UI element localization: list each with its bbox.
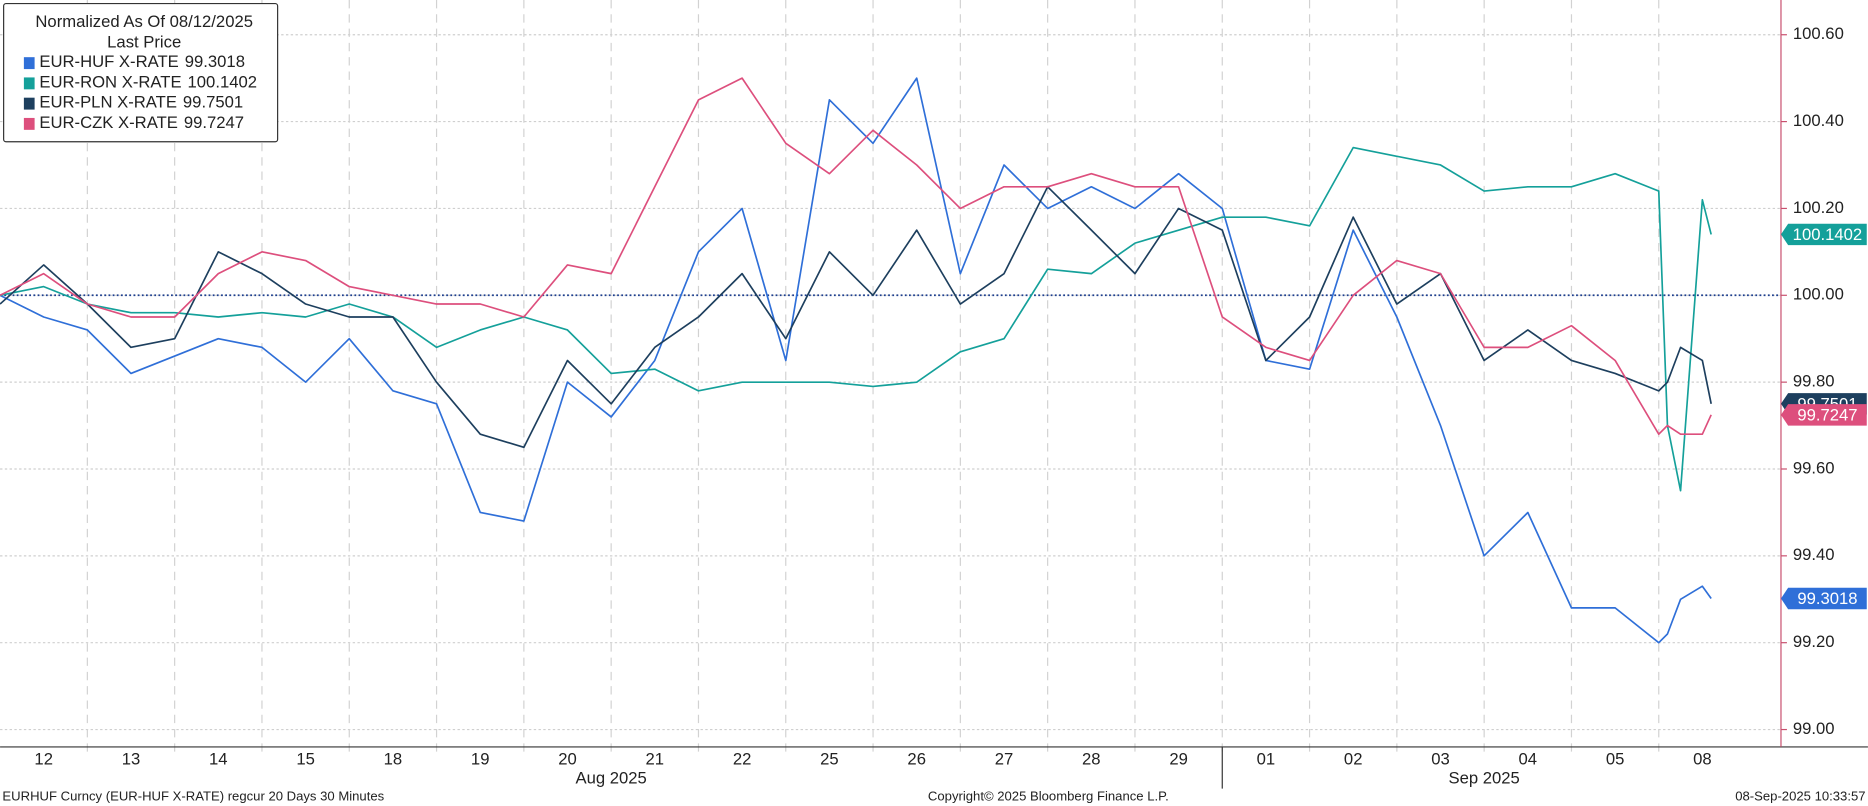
legend-entry: EUR-PLN X-RATE 99.7501 xyxy=(39,93,243,112)
last-value-tag xyxy=(1780,404,1867,426)
legend-entry: EUR-HUF X-RATE 99.3018 xyxy=(39,53,245,72)
legend-swatch xyxy=(23,57,35,70)
legend-entry: EUR-CZK X-RATE 99.7247 xyxy=(39,113,244,132)
x-tick-label: 13 xyxy=(122,749,141,768)
legend-entry: EUR-RON X-RATE 100.1402 xyxy=(39,73,257,92)
legend-box xyxy=(3,2,279,143)
y-tick-label: 100.20 xyxy=(1793,198,1844,217)
y-tick-label: 99.40 xyxy=(1793,545,1835,564)
x-tick-label: 03 xyxy=(1431,749,1450,768)
x-tick-label: 05 xyxy=(1606,749,1625,768)
legend-last-value: 99.7501 xyxy=(183,93,243,112)
legend-last-value: 100.1402 xyxy=(188,73,257,92)
last-value-label: 99.3018 xyxy=(1797,589,1857,608)
x-group-label: Aug 2025 xyxy=(575,768,646,787)
legend-subtitle: Last Price xyxy=(107,32,181,51)
last-value-label: 99.7247 xyxy=(1797,405,1857,424)
legend-name: EUR-CZK X-RATE xyxy=(39,113,178,132)
x-tick-label: 25 xyxy=(820,749,839,768)
x-tick-label: 20 xyxy=(558,749,577,768)
legend-swatch xyxy=(23,77,35,90)
legend-swatch xyxy=(23,117,35,130)
legend-last-value: 99.3018 xyxy=(185,53,245,72)
x-tick-label: 08 xyxy=(1693,749,1712,768)
series-line xyxy=(0,146,1712,492)
x-tick-label: 14 xyxy=(209,749,228,768)
y-tick-label: 99.80 xyxy=(1793,372,1835,391)
x-tick-label: 28 xyxy=(1082,749,1101,768)
x-tick-label: 18 xyxy=(384,749,403,768)
last-value-tag xyxy=(1780,587,1867,610)
legend-title: Normalized As Of 08/12/2025 xyxy=(35,12,253,31)
legend-last-value: 99.7247 xyxy=(184,113,244,132)
last-value-label: 100.1402 xyxy=(1793,225,1862,244)
x-tick-label: 02 xyxy=(1344,749,1363,768)
x-tick-label: 19 xyxy=(471,749,490,768)
legend-swatch xyxy=(23,97,35,110)
x-tick-label: 15 xyxy=(296,749,315,768)
x-tick-label: 29 xyxy=(1169,749,1188,768)
legend: Normalized As Of 08/12/2025 Last Price E… xyxy=(3,2,279,143)
y-tick-label: 100.40 xyxy=(1793,111,1844,130)
grid xyxy=(0,0,1781,755)
x-tick-label: 01 xyxy=(1257,749,1276,768)
x-tick-label: 27 xyxy=(995,749,1014,768)
lines xyxy=(0,77,1712,644)
x-tick-label: 26 xyxy=(907,749,926,768)
x-tick-label: 21 xyxy=(646,749,665,768)
series-line xyxy=(0,77,1712,644)
axes: 99.00 99.20 99.40 99.60 99.80 100.00 100.20 100… xyxy=(0,0,1868,789)
y-tick-label: 99.00 xyxy=(1793,719,1835,738)
legend-name: EUR-HUF X-RATE xyxy=(39,53,178,72)
y-tick-label: 100.60 xyxy=(1793,24,1844,43)
y-tick-label: 99.60 xyxy=(1793,458,1835,477)
x-tick-label: 12 xyxy=(34,749,53,768)
footer-left: EURHUF Curncy (EUR-HUF X-RATE) regcur 20… xyxy=(2,788,384,803)
series-line xyxy=(0,77,1712,436)
footer-right: 08-Sep-2025 10:33:57 xyxy=(1735,788,1865,803)
footer-center: Copyright© 2025 Bloomberg Finance L.P. xyxy=(928,788,1169,803)
x-tick-label: 22 xyxy=(733,749,752,768)
y-tick-label: 100.00 xyxy=(1793,285,1844,304)
legend-name: EUR-RON X-RATE xyxy=(39,73,181,92)
series-line xyxy=(0,185,1712,449)
x-group-label: Sep 2025 xyxy=(1448,768,1519,787)
y-tick-label: 99.20 xyxy=(1793,632,1835,651)
last-value-tag xyxy=(1780,223,1867,246)
legend-name: EUR-PLN X-RATE xyxy=(39,93,177,112)
x-tick-label: 04 xyxy=(1519,749,1538,768)
footer: EURHUF Curncy (EUR-HUF X-RATE) regcur 20… xyxy=(2,788,1865,803)
